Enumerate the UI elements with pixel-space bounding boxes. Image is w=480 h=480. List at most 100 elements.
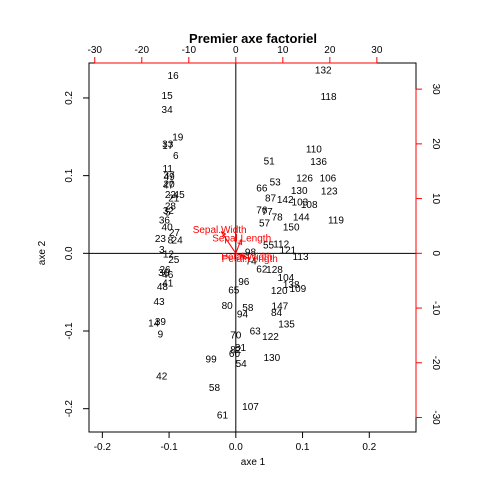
point-label: 40	[162, 222, 174, 233]
point-label: 144	[293, 212, 310, 223]
point-label: 96	[238, 277, 250, 288]
point-label: 70	[230, 330, 242, 341]
point-label: 27	[169, 228, 181, 239]
point-label: 41	[162, 278, 174, 289]
right-tick-label: 0	[430, 251, 441, 257]
point-label: 108	[301, 200, 318, 211]
x-tick-label: -0.2	[94, 442, 112, 453]
right-tick-label: 20	[430, 138, 441, 150]
point-label: 51	[264, 156, 276, 167]
point-label: 32	[163, 206, 175, 217]
point-label: 128	[266, 265, 283, 276]
y-axis-label: axe 2	[37, 240, 48, 265]
point-label: 47	[163, 180, 175, 191]
right-axis: -30 -20 -10 0 10 20 30	[415, 84, 441, 425]
point-label: 21	[168, 194, 180, 205]
point-label: 16	[168, 71, 180, 82]
top-tick-label: -30	[88, 45, 103, 56]
top-tick-label: 30	[371, 45, 383, 56]
point-label: 94	[237, 309, 249, 320]
point-label: 123	[321, 187, 338, 198]
point-label: 103	[292, 198, 309, 209]
point-label: 119	[328, 215, 344, 226]
point-label: 77	[262, 207, 274, 218]
point-label: 55	[263, 240, 275, 251]
point-label: 33	[162, 139, 174, 150]
right-tick-label: -30	[430, 410, 441, 425]
point-label: 54	[236, 359, 248, 370]
point-label: 30	[158, 268, 170, 279]
top-tick-label: 0	[233, 45, 239, 56]
variable-arrow	[235, 239, 242, 254]
right-tick-label: -10	[430, 301, 441, 316]
point-label: 49	[164, 172, 176, 183]
point-label: 14	[148, 319, 160, 330]
point-label: 8	[168, 236, 174, 247]
top-tick-label: 10	[277, 45, 289, 56]
chart-title: Premier axe factoriel	[189, 31, 317, 46]
y-tick-label: -0.1	[64, 322, 75, 340]
right-tick-label: 10	[430, 193, 441, 205]
point-label: 118	[321, 92, 337, 103]
point-label: 107	[242, 402, 259, 413]
point-label: 74	[246, 257, 258, 268]
variable-arrow-head	[220, 231, 227, 237]
point-label: 150	[283, 222, 300, 233]
point-label: 37	[164, 170, 176, 181]
point-label: 138	[283, 280, 300, 291]
point-label: 81	[235, 343, 247, 354]
point-label: 43	[154, 297, 166, 308]
point-label: 147	[272, 302, 289, 313]
point-label: 11	[163, 164, 174, 175]
point-label: 26	[160, 265, 172, 276]
point-label: 19	[172, 132, 184, 143]
x-tick-label: 0.2	[362, 442, 376, 453]
top-axis: -30 -20 -10 0 10 20 30	[88, 45, 383, 64]
point-label: 46	[162, 270, 174, 281]
point-label: 58	[242, 303, 254, 314]
point-label: 22	[165, 190, 177, 201]
x-axis: -0.2 -0.1 0.0 0.1 0.2	[94, 432, 377, 453]
y-axis: -0.2 -0.1 0.0 0.1 0.2	[64, 91, 89, 417]
point-label: 98	[245, 247, 257, 258]
point-label: 24	[172, 236, 184, 247]
point-label: 113	[293, 252, 309, 263]
point-label: 87	[265, 194, 277, 205]
variable-arrow	[235, 252, 249, 259]
point-label: 15	[162, 91, 174, 102]
point-label: 28	[165, 201, 177, 212]
point-label: 130	[264, 353, 281, 364]
point-label: 6	[173, 151, 179, 162]
point-label: 60	[229, 349, 241, 360]
point-label: 58	[209, 383, 221, 394]
point-label: 20	[164, 180, 176, 191]
point-label: 122	[262, 332, 279, 343]
variable-arrow-head	[237, 239, 243, 246]
variable-arrow-head	[242, 254, 249, 260]
point-label: 17	[162, 141, 174, 152]
point-label: 42	[156, 372, 168, 383]
point-label: 36	[159, 215, 171, 226]
point-label: 9	[158, 330, 164, 341]
point-label: 135	[278, 320, 295, 331]
point-label: 23	[155, 234, 167, 245]
point-label: 112	[273, 240, 289, 251]
point-label: 63	[250, 327, 262, 338]
point-label: 99	[206, 354, 218, 365]
point-label: 66	[256, 184, 268, 195]
point-label: 3	[159, 245, 165, 256]
x-axis-label: axe 1	[241, 457, 266, 468]
point-label: 53	[270, 177, 282, 188]
point-label: 12	[163, 250, 175, 261]
y-tick-label: 0.1	[64, 168, 75, 182]
top-tick-label: -10	[182, 45, 197, 56]
point-label: 80	[222, 301, 234, 312]
point-label: 109	[290, 284, 307, 295]
point-label: 130	[291, 186, 308, 197]
top-tick-label: 20	[324, 45, 336, 56]
point-label: 25	[168, 255, 180, 266]
x-tick-label: 0.0	[229, 442, 243, 453]
